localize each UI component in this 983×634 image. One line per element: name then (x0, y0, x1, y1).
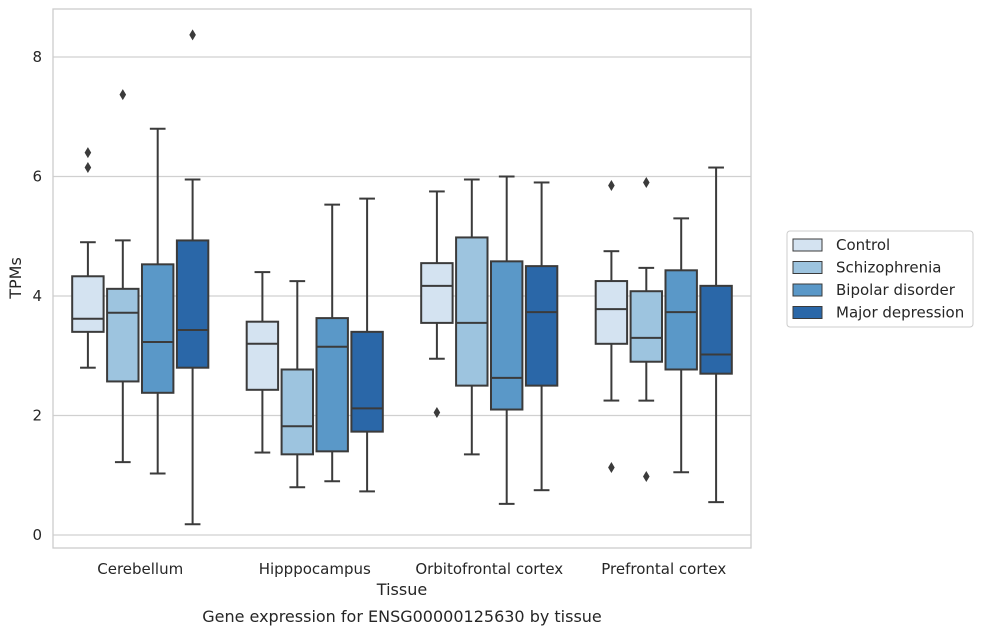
box-iqr (175, 239, 210, 369)
legend-label: Control (836, 236, 890, 254)
y-tick-label: 4 (32, 287, 42, 305)
chart-caption: Gene expression for ENSG00000125630 by t… (202, 607, 602, 626)
y-tick-label: 2 (32, 407, 42, 425)
box-iqr (489, 260, 524, 411)
box-iqr (699, 284, 733, 375)
box-bipolar-disorder-3 (664, 217, 698, 474)
outlier-point (84, 162, 92, 174)
box-iqr (629, 290, 664, 363)
y-axis-title: TPMs (6, 257, 25, 300)
outlier-point (643, 176, 650, 188)
box-bipolar-disorder-1 (315, 203, 349, 483)
box-major-depression-1 (350, 197, 384, 493)
box-bipolar-disorder-2 (489, 175, 524, 505)
box-iqr (350, 330, 384, 433)
x-tick-label: Orbitofrontal cortex (415, 560, 563, 578)
y-axis-ticks: 0 2 4 6 8 (32, 48, 42, 544)
legend: Control Schizophrenia Bipolar disorder Majo… (786, 230, 974, 328)
legend-label: Bipolar disorder (836, 281, 956, 299)
box-control-1 (245, 271, 280, 454)
box-iqr (664, 269, 698, 371)
legend-swatch (792, 283, 823, 297)
box-schizophrenia-0 (106, 89, 140, 464)
y-tick-label: 0 (32, 526, 42, 544)
box-control-3 (594, 179, 629, 473)
outlier-point (84, 147, 92, 159)
outlier-point (433, 407, 441, 419)
legend-label: Schizophrenia (836, 259, 941, 277)
box-control-0 (71, 147, 105, 369)
box-bipolar-disorder-0 (140, 127, 175, 475)
outlier-point (119, 89, 127, 101)
outlier-point (189, 29, 196, 41)
x-tick-label: Prefrontal cortex (601, 560, 726, 578)
box-major-depression-0 (175, 29, 210, 526)
y-tick-label: 6 (32, 168, 42, 186)
box-iqr (455, 236, 489, 387)
box-iqr (245, 320, 280, 391)
box-iqr (106, 287, 140, 383)
box-iqr (71, 275, 105, 333)
plot-area-frame (52, 8, 752, 549)
legend-swatch (792, 261, 823, 274)
boxes (71, 29, 733, 526)
legend-frame (786, 230, 974, 328)
outlier-point (608, 179, 615, 191)
y-tick-label: 8 (32, 48, 42, 66)
legend-item: Control (792, 236, 890, 254)
legend-item: Schizophrenia (792, 259, 941, 277)
box-schizophrenia-1 (280, 280, 315, 489)
legend-swatch (792, 306, 823, 319)
box-control-2 (420, 190, 454, 419)
box-major-depression-3 (699, 166, 733, 504)
box-schizophrenia-3 (629, 176, 664, 482)
box-iqr (140, 263, 175, 394)
box-iqr (280, 368, 315, 456)
x-axis-ticks: Cerebellum Hipppocampus Orbitofrontal cort… (97, 560, 726, 578)
x-tick-label: Hipppocampus (259, 560, 371, 578)
box-schizophrenia-2 (455, 178, 489, 456)
outlier-point (643, 470, 650, 482)
box-iqr (315, 317, 349, 453)
box-major-depression-2 (524, 181, 559, 492)
x-axis-title: Tissue (376, 580, 427, 599)
x-tick-label: Cerebellum (97, 560, 183, 578)
box-iqr (594, 280, 629, 345)
box-iqr (420, 262, 454, 324)
outlier-point (608, 461, 615, 473)
legend-swatch (792, 238, 823, 252)
legend-item: Major depression (792, 304, 964, 322)
legend-item: Bipolar disorder (792, 281, 956, 299)
legend-label: Major depression (836, 304, 964, 322)
box-iqr (524, 265, 559, 387)
